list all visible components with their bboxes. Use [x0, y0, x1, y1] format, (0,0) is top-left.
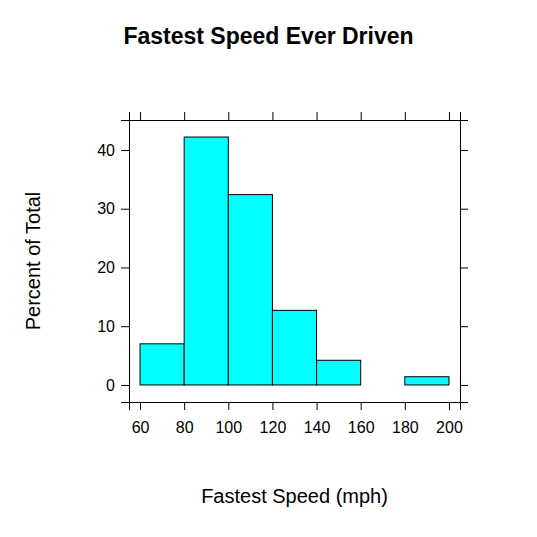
- tick-mark: [449, 402, 450, 410]
- tick-mark: [361, 112, 362, 120]
- y-axis-title: Percent of Total: [22, 192, 44, 331]
- tick: 0: [106, 377, 129, 394]
- tick-label: 180: [392, 419, 419, 436]
- tick-mark: [184, 112, 185, 120]
- tick: 60: [132, 402, 150, 436]
- tick: [449, 112, 450, 120]
- tick-mark: [460, 267, 468, 268]
- tick-label: 20: [97, 259, 115, 276]
- tick: [405, 112, 406, 120]
- tick: 180: [392, 402, 419, 436]
- tick-mark: [121, 267, 129, 268]
- tick-label: 0: [106, 377, 115, 394]
- tick: 140: [304, 402, 331, 436]
- tick: [460, 267, 468, 268]
- tick-mark: [121, 326, 129, 327]
- tick-mark: [121, 385, 129, 386]
- bar: [184, 137, 228, 385]
- tick-label: 10: [97, 318, 115, 335]
- tick-label: 60: [132, 419, 150, 436]
- tick-mark: [272, 112, 273, 120]
- tick-mark: [460, 209, 468, 210]
- bars: [140, 137, 449, 385]
- chart: 60 80 100 120 140 160 180 200 0 10 20 30 40 Fastest S…: [0, 0, 537, 537]
- tick-mark: [140, 402, 141, 410]
- bar: [228, 195, 272, 385]
- bar: [272, 310, 316, 385]
- tick-mark: [449, 112, 450, 120]
- tick: 100: [215, 402, 242, 436]
- tick-label: 30: [97, 200, 115, 217]
- tick-label: 40: [97, 142, 115, 159]
- x-axis-top: [130, 112, 461, 121]
- tick-label: 200: [436, 419, 463, 436]
- bar: [140, 344, 184, 385]
- tick-mark: [140, 112, 141, 120]
- tick: [460, 326, 468, 327]
- tick-mark: [228, 402, 229, 410]
- tick: 20: [97, 259, 129, 276]
- tick-mark: [460, 326, 468, 327]
- tick-mark: [272, 402, 273, 410]
- tick-mark: [460, 385, 468, 386]
- tick: [228, 112, 229, 120]
- tick: 30: [97, 200, 129, 217]
- tick: 200: [436, 402, 463, 436]
- tick-label: 100: [215, 419, 242, 436]
- axis-line: [130, 112, 461, 121]
- tick: [361, 112, 362, 120]
- tick-mark: [184, 402, 185, 410]
- bar: [317, 360, 361, 385]
- bar: [361, 384, 405, 385]
- tick-mark: [228, 112, 229, 120]
- x-axis-title: Fastest Speed (mph): [201, 485, 388, 507]
- tick-mark: [405, 112, 406, 120]
- tick-mark: [361, 402, 362, 410]
- y-axis: 0 10 20 30 40: [97, 121, 129, 403]
- tick-label: 140: [304, 419, 331, 436]
- tick-mark: [317, 402, 318, 410]
- axis-line: [461, 121, 469, 403]
- tick-mark: [121, 150, 129, 151]
- tick: 80: [176, 402, 194, 436]
- axis-line: [130, 403, 461, 411]
- tick-label: 120: [260, 419, 287, 436]
- tick-mark: [405, 402, 406, 410]
- title: Fastest Speed Ever Driven: [123, 23, 413, 49]
- tick: 40: [97, 142, 129, 159]
- tick: [460, 385, 468, 386]
- tick: [317, 112, 318, 120]
- tick: [460, 150, 468, 151]
- tick: [460, 209, 468, 210]
- tick-mark: [121, 209, 129, 210]
- axis-line: [121, 121, 130, 403]
- tick: 120: [260, 402, 287, 436]
- x-axis: 60 80 100 120 140 160 180 200: [130, 402, 463, 436]
- bar: [405, 377, 449, 385]
- y-axis-right: [460, 121, 468, 403]
- tick: 160: [348, 402, 375, 436]
- tick-label: 160: [348, 419, 375, 436]
- tick-label: 80: [176, 419, 194, 436]
- tick: [184, 112, 185, 120]
- tick: 10: [97, 318, 129, 335]
- tick-mark: [460, 150, 468, 151]
- tick-mark: [317, 112, 318, 120]
- tick: [140, 112, 141, 120]
- tick: [272, 112, 273, 120]
